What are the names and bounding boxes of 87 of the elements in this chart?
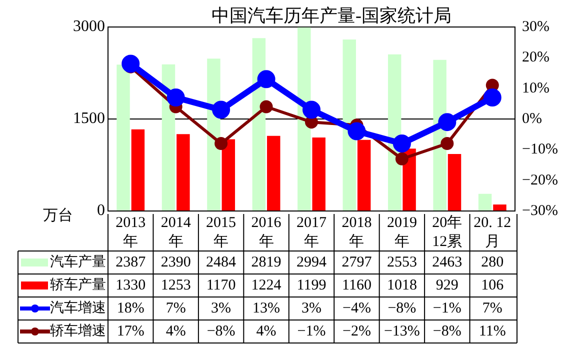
data-label: 2390 <box>160 254 191 270</box>
bar <box>131 129 145 210</box>
point <box>257 70 276 88</box>
y2-tick-label: 10% <box>522 80 550 96</box>
point <box>395 152 408 166</box>
point <box>305 116 318 129</box>
data-label: 18% <box>116 300 144 316</box>
point <box>302 100 320 119</box>
y-tick-label: 0 <box>97 202 105 220</box>
point <box>214 137 228 150</box>
data-label: −2% <box>342 323 371 340</box>
bar <box>176 134 190 210</box>
point <box>212 100 230 119</box>
data-label: 11% <box>478 323 506 340</box>
data-label: −8% <box>432 323 462 340</box>
bar <box>342 39 356 210</box>
point <box>483 88 502 107</box>
y2-tick-label: 0% <box>522 110 542 127</box>
data-label: 2553 <box>386 254 417 270</box>
data-label: 1253 <box>160 277 191 294</box>
y2-tick-label: 30% <box>522 18 550 35</box>
data-label: −1% <box>432 300 462 316</box>
x-tick-label: 2016 年 <box>251 214 282 250</box>
data-label: 3% <box>302 300 322 316</box>
data-label: 929 <box>436 277 458 294</box>
legend-label: 轿车增速 <box>50 323 106 340</box>
x-tick-label: 2014 年 <box>160 214 192 250</box>
bar <box>357 140 371 210</box>
point <box>260 100 273 114</box>
legend-label: 汽车增速 <box>50 300 106 316</box>
chart-title: 中国汽车历年产量-国家统计局 <box>212 6 452 26</box>
x-tick-label: 2013 年 <box>116 214 146 250</box>
bar <box>312 137 326 210</box>
data-label: 1330 <box>116 277 146 294</box>
point <box>438 113 456 132</box>
bar <box>267 136 280 210</box>
data-label: −13% <box>384 323 420 340</box>
data-label: 2797 <box>342 254 372 270</box>
point <box>348 122 366 140</box>
bar <box>478 194 492 210</box>
x-tick-label: 2017 年 <box>296 214 327 250</box>
data-label: 17% <box>116 323 144 340</box>
data-label: 1199 <box>296 277 326 294</box>
data-label: 106 <box>481 277 504 294</box>
x-tick-label: 20. 12 月 <box>474 214 512 250</box>
data-label: −8% <box>206 323 236 340</box>
point <box>122 54 140 73</box>
data-label: 1018 <box>386 277 417 294</box>
data-label: 2484 <box>206 254 237 270</box>
data-label: −1% <box>297 323 326 340</box>
point <box>166 88 185 107</box>
data-label: 2994 <box>296 254 327 270</box>
point <box>440 137 454 150</box>
data-label: 4% <box>166 323 186 340</box>
legend-label: 汽车产量 <box>50 254 106 270</box>
data-label: 1224 <box>251 277 282 294</box>
data-label: 7% <box>166 300 186 316</box>
data-label: −4% <box>342 300 371 316</box>
x-tick-label: 2019 年 <box>386 214 417 250</box>
data-label: 3% <box>211 300 232 316</box>
legend-label: 轿车产量 <box>50 277 106 294</box>
y-tick-label: 3000 <box>73 18 105 36</box>
bar <box>298 27 311 210</box>
y2-tick-label: −30% <box>522 202 558 219</box>
y-axis-title: 万台 <box>43 206 73 224</box>
data-label: 2463 <box>432 254 462 270</box>
y2-tick-label: 20% <box>522 50 550 66</box>
bar <box>222 139 236 210</box>
data-label: −8% <box>388 300 416 316</box>
y-tick-label: 1500 <box>73 110 105 128</box>
x-tick-label: 2015 年 <box>206 214 236 250</box>
bar <box>116 64 130 210</box>
y2-tick-label: −10% <box>522 142 558 158</box>
x-tick-label: 20年 12累 <box>432 214 462 250</box>
data-label: 13% <box>252 300 280 316</box>
data-label: 1160 <box>342 277 372 294</box>
data-label: 7% <box>482 300 502 316</box>
point <box>392 134 411 153</box>
data-label: 280 <box>481 254 504 270</box>
y2-tick-label: −20% <box>522 172 558 188</box>
data-label: 2387 <box>116 254 146 270</box>
data-label: 1170 <box>206 277 236 294</box>
data-label: 4% <box>256 323 276 340</box>
data-label: 2819 <box>251 254 282 270</box>
bar <box>448 154 462 210</box>
bar <box>493 204 506 210</box>
x-tick-label: 2018 年 <box>342 214 372 250</box>
